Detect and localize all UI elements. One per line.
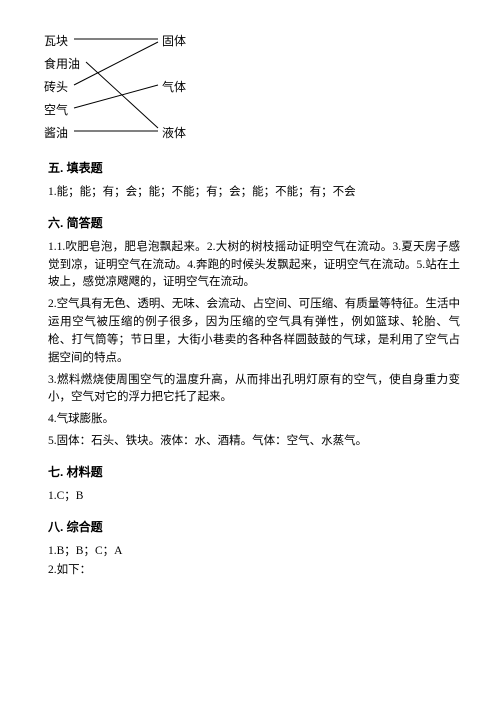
diagram-node-l4: 酱油 [44, 124, 68, 141]
section-6-item-4: 4.气球膨胀。 [48, 411, 460, 429]
section-7-item-1: 1.C；B [48, 488, 460, 506]
diagram-node-l2: 砖头 [44, 78, 68, 95]
section-5-title: 五. 填表题 [48, 159, 460, 176]
section-6-item-3: 3.燃料燃烧使周围空气的温度升高，从而排出孔明灯原有的空气，使自身重力变小，空气… [48, 372, 460, 408]
section-8-item-1: 1.B；B；C；A [48, 543, 460, 561]
page: 瓦块食用油砖头空气酱油 固体气体液体 五. 填表题 1.能；能；有；会；能；不能；… [0, 0, 500, 612]
diagram-node-l3: 空气 [44, 101, 68, 118]
section-8-title: 八. 综合题 [48, 518, 460, 535]
diagram-node-l1: 食用油 [44, 55, 80, 72]
section-8-item-2: 2.如下： [48, 562, 460, 580]
section-7-title: 七. 材料题 [48, 463, 460, 480]
diagram-edge-3 [74, 85, 158, 108]
diagram-node-r0: 固体 [162, 32, 186, 49]
diagram-edge-1 [86, 62, 158, 128]
section-6-item-2: 2.空气具有无色、透明、无味、会流动、占空间、可压缩、有质量等特征。生活中运用空… [48, 296, 460, 367]
section-6-item-1: 1.1.吹肥皂泡，肥皂泡飘起来。2.大树的树枝摇动证明空气在流动。3.夏天房子感… [48, 239, 460, 292]
diagram-lines [42, 30, 242, 145]
section-6-title: 六. 简答题 [48, 214, 460, 231]
section-5-item-1: 1.能；能；有；会；能；不能；有；会；能；不能；有；不会 [48, 184, 460, 202]
matching-diagram: 瓦块食用油砖头空气酱油 固体气体液体 [42, 30, 242, 145]
diagram-node-l0: 瓦块 [44, 32, 68, 49]
diagram-node-r1: 气体 [162, 78, 186, 95]
diagram-node-r2: 液体 [162, 124, 186, 141]
section-6-item-5: 5.固体：石头、铁块。液体：水、酒精。气体：空气、水蒸气。 [48, 433, 460, 451]
diagram-edge-2 [74, 42, 158, 85]
